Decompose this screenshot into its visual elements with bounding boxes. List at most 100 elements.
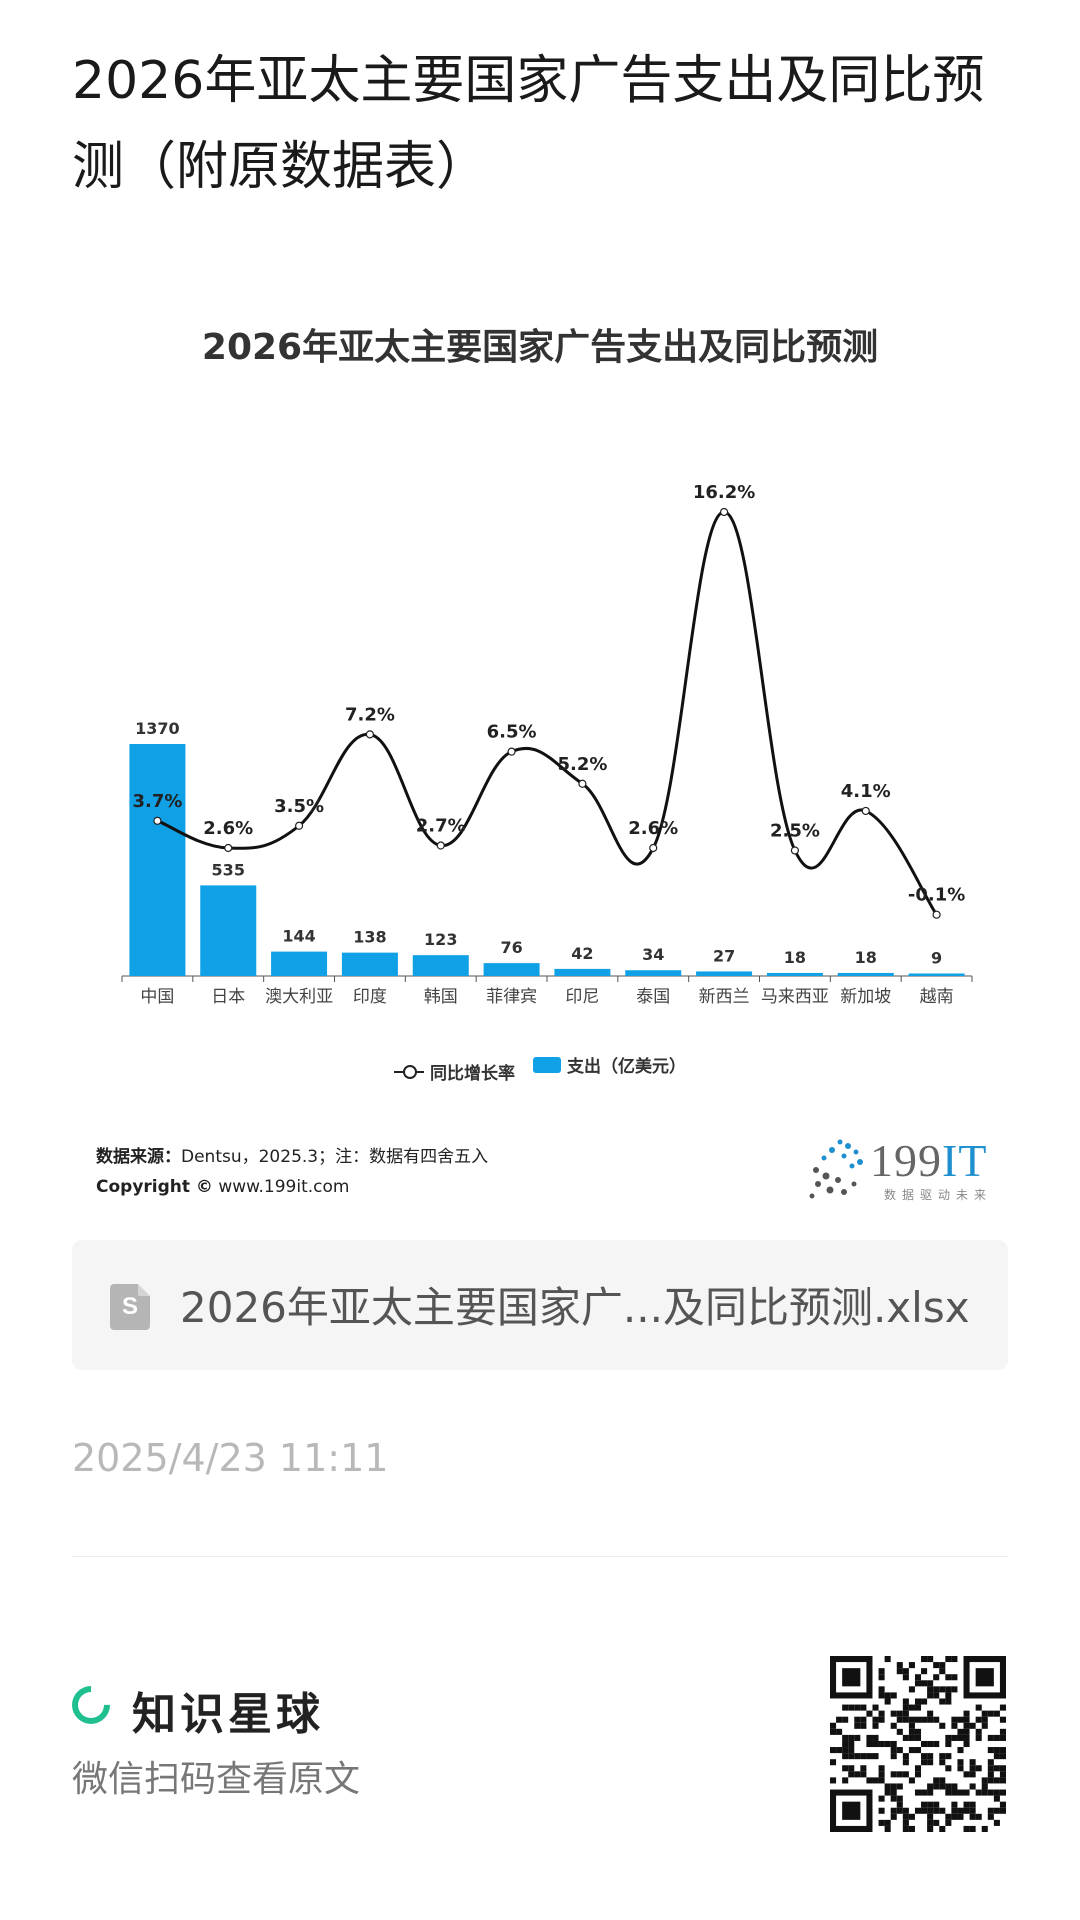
qr-module: [927, 1819, 934, 1826]
qr-module: [981, 1777, 988, 1784]
file-name[interactable]: 2026年亚太主要国家广...及同比预测.xlsx: [180, 1283, 970, 1332]
qr-module: [878, 1777, 885, 1784]
qr-module: [993, 1765, 1000, 1772]
qr-module: [975, 1789, 982, 1796]
copyright-prefix: Copyright ©: [96, 1177, 213, 1197]
logo-tagline: 数据驱动未来: [884, 1188, 993, 1202]
qr-module: [878, 1819, 885, 1826]
qr-module: [945, 1656, 952, 1663]
copyright-url: www.199it.com: [218, 1177, 350, 1197]
qr-module: [908, 1662, 915, 1669]
legend-item-growth: 同比增长率: [394, 1059, 515, 1084]
legend-label-spend: 支出（亿美元）: [566, 1057, 686, 1077]
bar-value-label: 9: [931, 949, 942, 968]
qr-module: [921, 1740, 928, 1748]
qr-module: [848, 1704, 855, 1711]
qr-module: [836, 1716, 843, 1723]
qr-module: [993, 1819, 1000, 1826]
qr-module: [884, 1740, 891, 1748]
file-icon-letter: S: [121, 1293, 138, 1320]
qr-module: [860, 1753, 867, 1760]
brand-name: 知识星球: [132, 1689, 324, 1740]
logo-199it: 199IT 数据驱动未来: [804, 1130, 994, 1206]
chart-legend: 同比增长率 支出（亿美元）: [72, 1052, 1008, 1084]
qr-module: [896, 1795, 903, 1802]
bar: [696, 971, 753, 976]
bar-value-label: 1370: [135, 719, 180, 738]
x-tick-label: 印尼: [565, 987, 599, 1007]
x-tick-label: 泰国: [636, 987, 670, 1007]
qr-module: [987, 1765, 994, 1772]
qr-module: [890, 1747, 897, 1754]
qr-module: [836, 1747, 843, 1754]
qr-module: [945, 1734, 952, 1741]
qr-module: [908, 1722, 915, 1729]
qr-module: [842, 1777, 849, 1784]
bar-value-label: 138: [353, 928, 386, 947]
attachment-file-card[interactable]: S 2026年亚太主要国家广...及同比预测.xlsx: [72, 1240, 1008, 1370]
qr-module: [902, 1674, 909, 1681]
qr-module: [963, 1807, 970, 1814]
qr-module: [914, 1771, 922, 1778]
growth-point: [153, 816, 162, 825]
qr-module: [981, 1710, 988, 1717]
qr-module: [927, 1759, 934, 1766]
qr-module: [890, 1722, 897, 1729]
qr-module: [939, 1753, 946, 1760]
qr-module: [927, 1789, 934, 1796]
qr-module: [902, 1668, 909, 1675]
qr-module: [921, 1759, 928, 1766]
qr-module: [951, 1686, 958, 1693]
qr-module: [842, 1734, 849, 1741]
qr-module: [939, 1662, 946, 1669]
qr-module: [969, 1801, 976, 1808]
qr-module: [969, 1813, 976, 1820]
qr-module: [927, 1740, 934, 1748]
qr-module: [896, 1783, 903, 1790]
qr-module: [902, 1807, 909, 1814]
qr-module: [854, 1771, 861, 1778]
qr-module: [957, 1789, 964, 1796]
qr-module: [993, 1777, 1000, 1784]
qr-module: [927, 1656, 934, 1663]
qr-module: [927, 1753, 934, 1760]
qr-module: [963, 1801, 970, 1808]
qr-module: [999, 1716, 1006, 1723]
qr-module: [999, 1753, 1006, 1760]
qr-module: [921, 1801, 928, 1808]
chart-source: 数据来源：Dentsu，2025.3；注：数据有四舍五入 Copyright ©…: [96, 1142, 488, 1202]
qr-module: [872, 1704, 879, 1711]
post-timestamp: 2025/4/23 11:11: [72, 1436, 389, 1480]
qr-module: [993, 1710, 1000, 1717]
qr-module: [878, 1692, 885, 1699]
qr-module: [878, 1716, 885, 1723]
growth-value-label: 2.6%: [628, 818, 678, 839]
qr-module: [939, 1825, 946, 1832]
qr-module: [902, 1813, 909, 1820]
x-tick-label: 新加坡: [840, 987, 891, 1007]
growth-value-label: -0.1%: [908, 885, 965, 906]
growth-value-label: 5.2%: [557, 754, 607, 775]
qr-module: [908, 1686, 915, 1693]
qr-module: [957, 1728, 964, 1735]
qr-module: [975, 1716, 982, 1723]
qr-module: [896, 1728, 903, 1735]
qr-module: [830, 1728, 837, 1735]
growth-point: [719, 507, 729, 517]
qr-module: [981, 1722, 988, 1729]
logo-dots-icon: [809, 1139, 863, 1199]
qr-module: [957, 1716, 964, 1723]
qr-code-icon[interactable]: [830, 1656, 1006, 1832]
qr-module: [878, 1771, 885, 1778]
qr-module: [987, 1777, 994, 1784]
qr-module: [969, 1807, 976, 1814]
growth-point: [224, 843, 233, 853]
qr-module: [975, 1734, 982, 1741]
qr-module: [933, 1819, 940, 1826]
qr-module: [939, 1783, 946, 1790]
growth-point: [507, 747, 516, 756]
qr-module: [933, 1692, 940, 1699]
qr-module: [999, 1777, 1006, 1784]
qr-module: [884, 1692, 891, 1699]
growth-point: [578, 779, 587, 788]
